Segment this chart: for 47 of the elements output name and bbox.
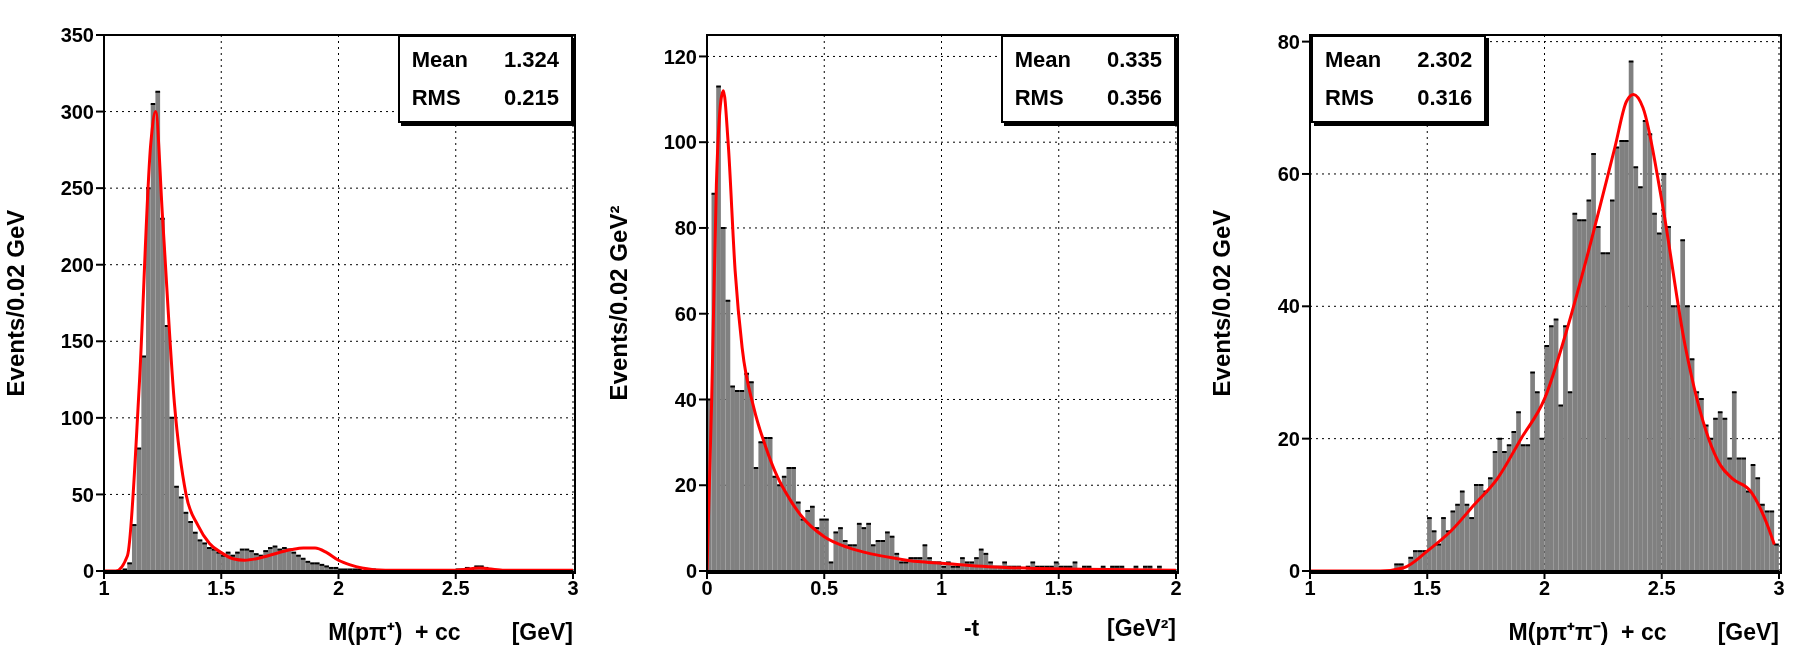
y-tick-label: 0: [685, 560, 697, 583]
text: RMS 0.356: [1014, 85, 1162, 110]
x-tick-label: 2.5: [1647, 577, 1676, 600]
text: Mean 2.302: [1325, 47, 1473, 72]
y-tick-label: 100: [60, 406, 94, 429]
y-tick-label: 60: [674, 302, 697, 325]
y-tick-label: 100: [663, 131, 697, 154]
text: Mean 0.335: [1014, 47, 1162, 72]
y-tick-label: 120: [663, 45, 697, 68]
x-axis-title: M(pπ⁺) + cc [GeV]: [328, 618, 573, 647]
y-tick-label: 200: [60, 253, 94, 276]
x-tick-label: 2: [332, 577, 345, 600]
y-tick-label: 300: [60, 100, 94, 123]
text: Mean 1.324: [411, 47, 559, 72]
x-tick-label: 2: [1538, 577, 1551, 600]
y-tick-label: 20: [674, 474, 697, 497]
y-tick-label: 0: [82, 560, 94, 583]
y-tick-label: 80: [1277, 30, 1300, 53]
y-axis-title: Events/0.02 GeV²: [605, 205, 633, 401]
x-tick-label: 3: [567, 577, 579, 600]
y-tick-label: 40: [1277, 295, 1300, 318]
x-tick-label: 2.5: [441, 577, 470, 600]
x-tick-label: 0.5: [810, 577, 839, 600]
x-tick-label: 1.5: [207, 577, 236, 600]
y-tick-label: 0: [1288, 560, 1300, 583]
text: RMS 0.316: [1325, 85, 1473, 110]
x-tick-label: 0: [701, 577, 713, 600]
y-axis-title: Events/0.02 GeV: [2, 209, 30, 397]
y-tick-label: 60: [1277, 163, 1300, 186]
x-axis-title: M(pπ⁺π⁻) + cc [GeV]: [1508, 618, 1779, 647]
x-tick-label: 1.5: [1044, 577, 1073, 600]
x-tick-label: 1.5: [1413, 577, 1442, 600]
text: RMS 0.215: [411, 85, 559, 110]
x-tick-label: 1: [1304, 577, 1316, 600]
y-tick-label: 20: [1277, 427, 1300, 450]
y-axis-title: Events/0.02 GeV: [1208, 209, 1236, 397]
y-tick-label: 40: [674, 388, 697, 411]
x-tick-label: 2: [1170, 577, 1182, 600]
y-tick-label: 80: [674, 217, 697, 240]
x-tick-label: 1: [935, 577, 948, 600]
x-tick-label: 1: [98, 577, 110, 600]
x-tick-label: 3: [1773, 577, 1785, 600]
y-tick-label: 250: [60, 177, 94, 200]
y-tick-label: 150: [60, 330, 94, 353]
y-tick-label: 50: [71, 483, 94, 506]
y-tick-label: 350: [60, 24, 94, 47]
x-axis-title: -t [GeV²]: [963, 615, 1176, 642]
